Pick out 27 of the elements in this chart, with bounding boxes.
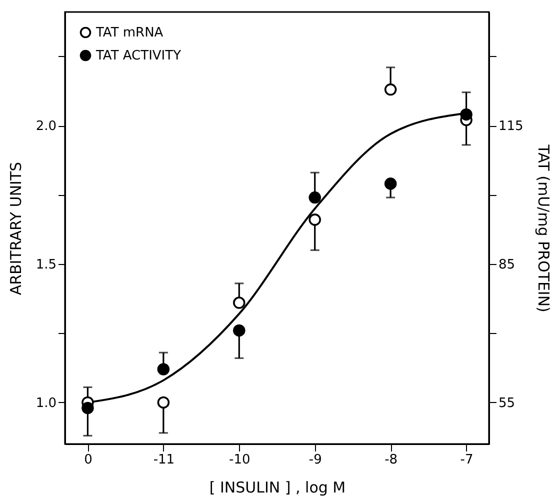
point	[384, 178, 397, 190]
y-axis-title: ARBITRARY UNITS	[6, 162, 25, 296]
point	[384, 83, 397, 96]
point	[233, 296, 246, 309]
x-tick-label: -9	[308, 452, 322, 468]
x-axis-title: [ INSULIN ] , log M	[209, 478, 346, 496]
point	[157, 363, 170, 376]
y-tick-label: 1.5	[36, 258, 56, 272]
y2-tick-label: 55	[498, 396, 516, 411]
legend-label: TAT mRNA	[95, 26, 164, 40]
point	[233, 324, 246, 337]
y2-tick-label: 115	[498, 119, 524, 134]
y2-axis-title: TAT (mU/mg PROTEIN)	[534, 144, 552, 312]
point	[157, 396, 170, 409]
y-tick-label: 2.0	[36, 119, 56, 134]
x-tick-label: -10	[229, 452, 250, 468]
x-tick-label: -11	[153, 452, 175, 468]
point	[82, 402, 94, 414]
y2-tick-label: 85	[498, 258, 516, 272]
point	[308, 214, 321, 226]
x-tick-label: 0	[84, 452, 92, 468]
y-tick-label: 1.0	[36, 396, 56, 411]
x-tick-label: -7	[460, 452, 474, 468]
point	[308, 191, 321, 204]
legend-label: TAT ACTIVITY	[95, 48, 182, 64]
x-tick-label: -8	[384, 452, 398, 468]
point	[460, 108, 472, 121]
